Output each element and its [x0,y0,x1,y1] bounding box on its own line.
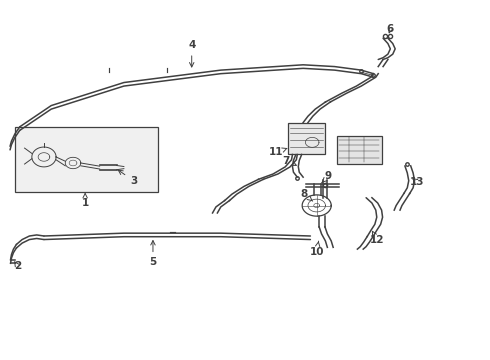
Text: 4: 4 [188,40,196,67]
Text: 8: 8 [300,189,313,201]
Text: 10: 10 [310,241,324,257]
Text: 11: 11 [269,147,287,157]
Text: 7: 7 [283,156,296,166]
Bar [288,123,325,154]
Text: 3: 3 [119,170,137,186]
Text: 13: 13 [410,177,424,187]
Text: 1: 1 [81,193,89,208]
Text: 6: 6 [387,24,394,34]
Text: 12: 12 [369,231,384,244]
Bar [337,136,382,164]
Bar [15,127,158,192]
Text: 5: 5 [149,240,157,267]
Text: 9: 9 [322,171,332,183]
Text: 2: 2 [14,261,21,271]
